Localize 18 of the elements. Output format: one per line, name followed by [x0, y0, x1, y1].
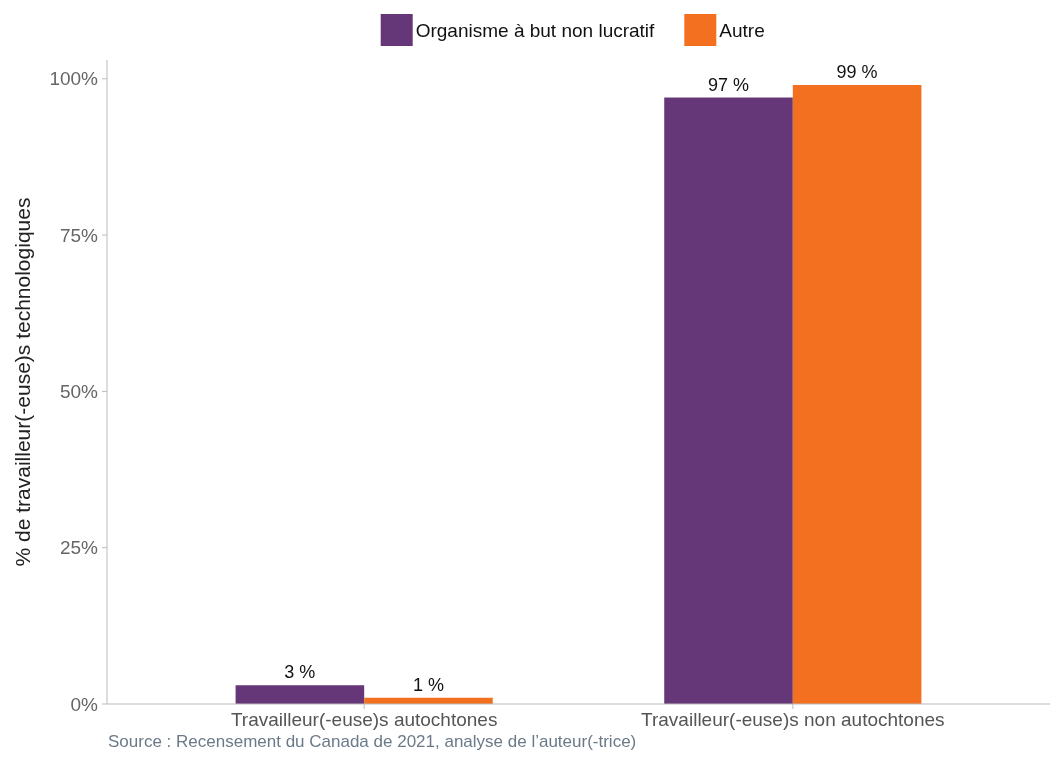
data-label: 3 %	[284, 662, 316, 683]
y-tick-label: 25%	[59, 537, 99, 559]
legend-label: Autre	[719, 19, 765, 41]
y-tick-label: 0%	[70, 693, 99, 715]
bar	[664, 97, 793, 704]
source-note: Source : Recensement du Canada de 2021, analyse de l’auteur(-trice)	[108, 732, 637, 751]
x-tick-label: Travailleur(-euse)s autochtones	[230, 709, 498, 730]
x-tick-label: Travailleur(-euse)s non autochtones	[641, 709, 945, 730]
bar	[792, 85, 922, 704]
y-tick-label: 75%	[59, 224, 99, 246]
data-label: 97 %	[708, 74, 750, 95]
data-label: 99 %	[836, 62, 878, 83]
data-label: 1 %	[412, 674, 444, 695]
legend-label: Organisme à but non lucratif	[415, 19, 656, 41]
bar	[235, 685, 365, 704]
y-axis-title: % de travailleur(-euse)s technologiques	[11, 197, 34, 567]
y-tick-label: 50%	[59, 381, 99, 403]
y-tick-label: 100%	[49, 68, 99, 90]
